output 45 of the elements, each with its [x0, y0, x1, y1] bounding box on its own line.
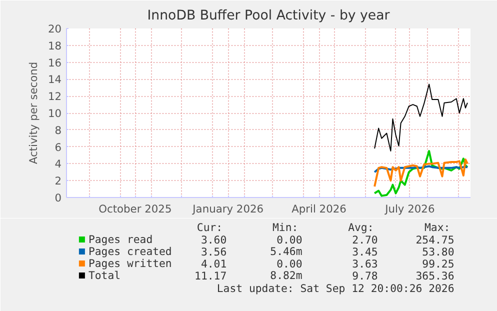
- y-tick-label: 4: [54, 158, 62, 171]
- legend-label: Pages read: [88, 233, 153, 246]
- text: 11.17: [194, 270, 227, 282]
- text: Max:: [424, 221, 450, 234]
- x-tick-label: July 2026: [384, 202, 435, 216]
- y-axis-title: Activity per second: [26, 62, 40, 164]
- x-tick-label: April 2026: [292, 202, 347, 216]
- text: 99.25: [422, 258, 454, 270]
- y-tick-label: 18: [48, 39, 62, 52]
- text: 8.82m: [270, 269, 302, 282]
- x-tick-label: January 2026: [192, 202, 264, 216]
- text: 3.45: [352, 246, 378, 258]
- text: 254.75: [416, 234, 454, 246]
- line-series: [374, 84, 468, 152]
- text: 3.63: [352, 258, 378, 270]
- y-tick-label: 8: [54, 124, 62, 137]
- text: 2.70: [352, 234, 378, 246]
- text: 53.80: [422, 246, 454, 258]
- y-tick-label: 2: [54, 174, 62, 188]
- y-tick-label: 10: [48, 107, 62, 120]
- text: Cur:: [196, 221, 223, 234]
- y-tick-label: 14: [48, 73, 62, 86]
- text: 0.00: [276, 234, 302, 246]
- x-tick-label: October 2025: [98, 202, 172, 216]
- text: Last update: Sat Sep 12 20:00:26 2026: [216, 282, 454, 295]
- line-series: [374, 150, 468, 197]
- legend-label: Total: [88, 269, 121, 282]
- y-tick-label: 12: [48, 90, 62, 104]
- chart-title: InnoDB Buffer Pool Activity - by year: [147, 8, 390, 24]
- text: 3.56: [200, 246, 227, 258]
- text: Avg:: [348, 221, 374, 234]
- text: 3.60: [200, 234, 227, 246]
- line-series: [374, 158, 468, 188]
- text: 365.36: [416, 270, 454, 282]
- text: 9.78: [352, 270, 378, 282]
- y-tick-label: 6: [54, 140, 62, 154]
- text: 5.46m: [270, 245, 302, 258]
- legend-label: Pages created: [88, 245, 172, 258]
- text: 4.01: [200, 258, 227, 270]
- text: Min:: [272, 221, 298, 234]
- y-tick-label: 20: [48, 22, 62, 36]
- legend-label: Pages written: [88, 257, 172, 270]
- y-tick-label: 16: [48, 56, 62, 70]
- text: 0.00: [276, 258, 302, 270]
- y-tick-label: 0: [54, 192, 62, 204]
